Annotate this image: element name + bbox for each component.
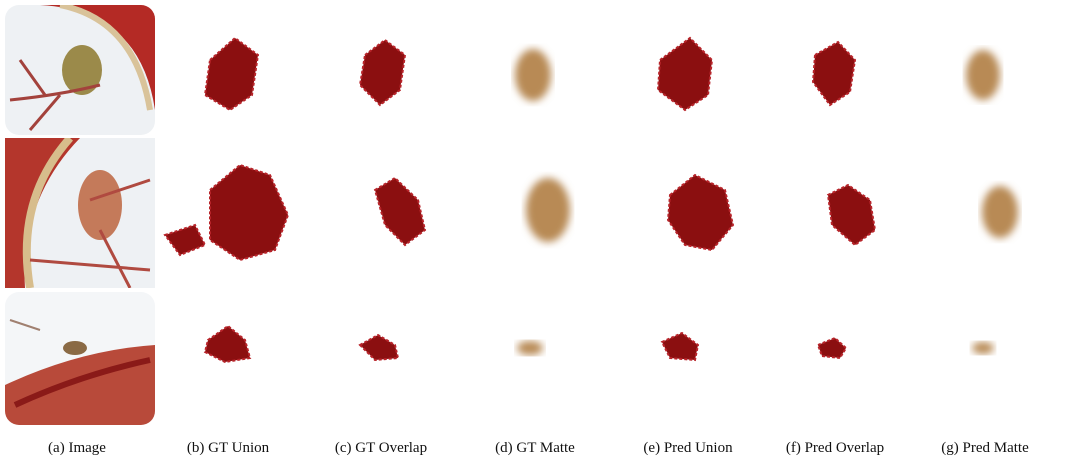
mask — [210, 165, 288, 260]
image-panel — [5, 138, 155, 288]
page: {"captions": ["(a) Image", "(b) GT Union… — [0, 0, 1067, 456]
caption: (g) Pred Matte — [941, 440, 1029, 456]
mask — [165, 225, 205, 255]
mask — [360, 335, 398, 360]
matte — [966, 50, 1000, 100]
caption: (e) Pred Union — [643, 440, 733, 456]
matte — [517, 341, 543, 355]
mask — [658, 38, 712, 110]
mask-row — [165, 165, 1018, 260]
mask — [205, 38, 258, 110]
mask — [205, 326, 250, 362]
caption: (a) Image — [48, 440, 106, 456]
mask — [662, 333, 698, 360]
image-panel — [5, 5, 155, 135]
caption: (f) Pred Overlap — [786, 440, 884, 456]
image-panel — [5, 292, 155, 425]
captions: (a) Image (b) GT Union (c) GT Overlap (d) G… — [48, 440, 1029, 456]
mask — [360, 40, 405, 105]
mask-row — [205, 38, 1000, 110]
matte — [526, 178, 570, 242]
mask-row — [205, 326, 994, 362]
caption: (b) GT Union — [187, 440, 270, 456]
mask — [813, 42, 855, 105]
matte — [515, 49, 551, 101]
caption: (c) GT Overlap — [335, 440, 427, 456]
caption: (d) GT Matte — [495, 440, 575, 456]
matte — [972, 342, 994, 354]
mask — [375, 178, 425, 245]
figure: (a) Image (b) GT Union (c) GT Overlap (d) G… — [0, 0, 1067, 456]
mask — [668, 175, 733, 250]
matte — [982, 186, 1018, 238]
mask — [818, 338, 846, 358]
mask — [828, 185, 875, 245]
